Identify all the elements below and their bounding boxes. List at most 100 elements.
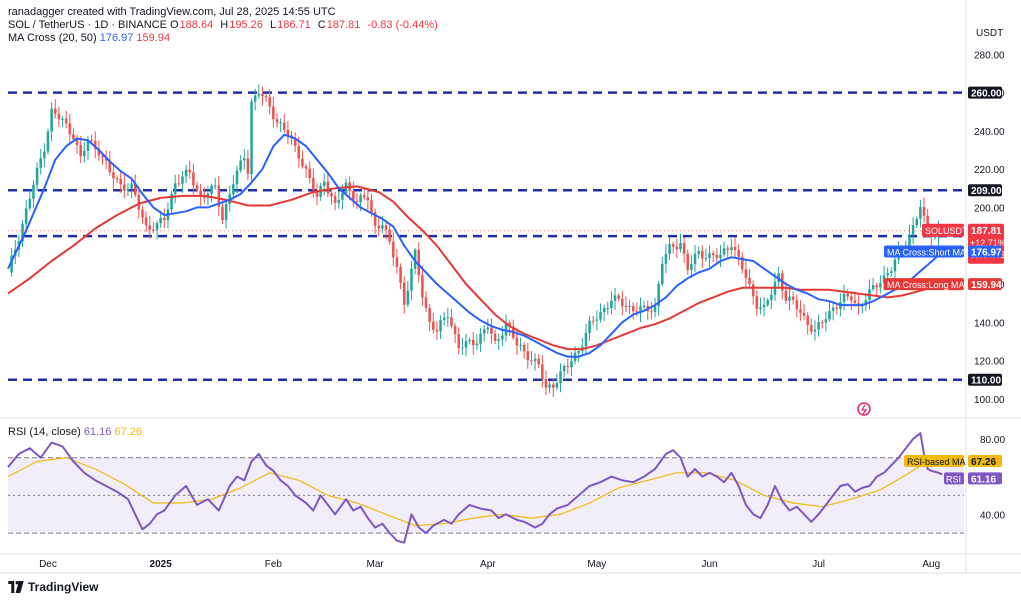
candle-body (501, 335, 504, 340)
candle-body (424, 297, 428, 308)
candle-body (497, 339, 500, 342)
candle-body (817, 321, 820, 330)
candle-body (544, 379, 548, 388)
candle-body (232, 184, 235, 195)
candle-body (686, 253, 690, 271)
candle-body (570, 361, 573, 368)
candle-body (39, 158, 42, 168)
close-value: 187.81 (326, 19, 361, 31)
candle-body (28, 198, 32, 209)
time-tick-label: Jun (701, 559, 717, 570)
candle-body (482, 329, 486, 334)
candle-body (661, 263, 664, 285)
high-value: 195.26 (229, 19, 263, 31)
candle-body (551, 384, 555, 388)
candle-body (588, 320, 591, 333)
price-tick-label: 140.00 (974, 318, 1005, 329)
brand-name: TradingView (28, 580, 99, 594)
candle-body (893, 259, 897, 272)
candle-body (879, 283, 882, 288)
candle-body (337, 199, 341, 203)
candle-body (188, 169, 192, 173)
candle-body (755, 296, 759, 309)
time-tick-label: Jul (812, 559, 825, 570)
rsi-line (7, 432, 943, 544)
candle-body (759, 307, 762, 309)
tradingview-footer[interactable]: TradingView (8, 580, 98, 594)
candle-body (591, 320, 595, 322)
candle-body (413, 249, 417, 269)
candle-body (439, 320, 442, 332)
candle-body (915, 218, 919, 226)
level-tag (968, 373, 1002, 386)
candle-body (708, 253, 711, 259)
rsi-legend[interactable]: RSI (14, close) 61.16 67.26 (8, 426, 142, 438)
candle-body (377, 225, 381, 229)
candle-body (50, 108, 53, 132)
candle-body (24, 208, 28, 224)
candle-body (631, 305, 635, 312)
candle-body (628, 305, 631, 307)
level-tag (968, 86, 1002, 99)
price-tick-label: 120.00 (974, 357, 1005, 368)
candle-body (933, 236, 937, 238)
candle-body (624, 305, 628, 307)
candle-body (846, 293, 849, 297)
candle-body (533, 358, 537, 362)
level-tag (968, 184, 1002, 197)
ma-long-tag-value: 159.94 (971, 280, 1002, 291)
candle-body (642, 305, 646, 307)
candle-body (733, 247, 737, 250)
candle-body (130, 183, 133, 189)
candle-body (57, 113, 61, 120)
candle-body (559, 371, 562, 384)
candle-body (770, 294, 773, 301)
candle-body (355, 201, 359, 203)
candle-body (395, 257, 399, 267)
candle-body (810, 325, 813, 332)
candle-body (675, 246, 679, 250)
candle-body (777, 273, 780, 282)
candle-body (890, 271, 893, 274)
candle-body (141, 209, 144, 218)
candle-body (203, 196, 206, 198)
rsi-label: RSI (14, close) (8, 426, 81, 438)
rsi-tag (944, 472, 964, 485)
candle-body (410, 268, 413, 291)
rsi-tick-label: 80.00 (980, 435, 1005, 446)
candle-body (250, 101, 253, 175)
ma-legend[interactable]: MA Cross (20, 50) 176.97 159.94 (8, 32, 442, 45)
candle-body (43, 151, 46, 159)
candle-body (61, 118, 64, 120)
candle-body (722, 248, 726, 255)
candle-body (577, 350, 580, 353)
candle-body (286, 129, 290, 136)
candle-body (35, 167, 39, 185)
candle-body (519, 344, 522, 346)
chart-header: ranadagger created with TradingView.com,… (8, 6, 442, 45)
candle-body (213, 185, 217, 187)
candle-body (137, 194, 141, 210)
level-tag-label: 260.00 (971, 89, 1002, 100)
ma-short-line (7, 133, 943, 358)
price-tick-label: 280.00 (974, 50, 1005, 61)
candle-body (922, 207, 926, 216)
candle-body (508, 322, 511, 327)
candle-body (788, 296, 791, 301)
candle-body (399, 266, 402, 283)
candle-body (886, 273, 889, 276)
candle-body (326, 181, 330, 194)
candle-body (388, 229, 391, 242)
ma-short-tag-label: MA Cross:Short MA (887, 248, 966, 258)
ma-long-tag-label: MA Cross:Long MA (887, 280, 965, 290)
price-tick-label: 220.00 (974, 165, 1005, 176)
candle-body (461, 347, 464, 349)
ma-short-tag (884, 245, 964, 258)
candle-body (522, 344, 526, 352)
candle-body (192, 172, 195, 186)
symbol-title[interactable]: SOL / TetherUS · 1D · BINANCE (8, 19, 167, 31)
candle-body (352, 191, 355, 202)
candle-body (682, 243, 686, 254)
candle-body (719, 254, 722, 258)
